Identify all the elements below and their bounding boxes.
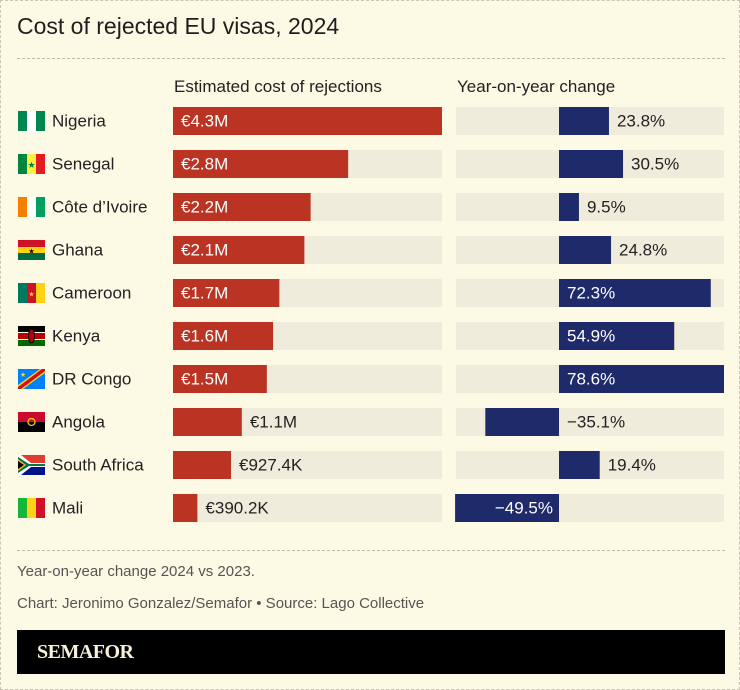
cost-bar xyxy=(173,451,232,479)
change-bar xyxy=(559,279,711,307)
cost-bar xyxy=(173,236,305,264)
change-bar xyxy=(455,494,559,522)
cost-value-label: €1.6M xyxy=(181,327,228,346)
change-bar xyxy=(485,408,559,436)
divider xyxy=(17,550,725,551)
svg-text:★: ★ xyxy=(28,248,34,256)
senegal-flag-icon: ★ xyxy=(18,154,45,174)
cost-bar xyxy=(173,408,242,436)
angola-flag-icon xyxy=(18,412,45,432)
logo-text: SEMAFOR xyxy=(37,641,134,663)
svg-text:★: ★ xyxy=(28,291,34,299)
footnote: Year-on-year change 2024 vs 2023. xyxy=(17,563,255,580)
change-bar xyxy=(559,150,624,178)
cost-value-label: €390.2K xyxy=(205,499,269,518)
change-bar xyxy=(559,365,724,393)
credit: Chart: Jeronimo Gonzalez/Semafor • Sourc… xyxy=(17,595,425,612)
south-africa-flag-icon xyxy=(18,455,45,475)
cost-value-label: €1.5M xyxy=(181,370,228,389)
svg-text:★: ★ xyxy=(27,160,35,170)
cost-value-label: €2.8M xyxy=(181,155,228,174)
cost-bar xyxy=(173,365,267,393)
change-value-label: 54.9% xyxy=(567,327,615,346)
change-value-label: −49.5% xyxy=(495,499,553,518)
svg-text:★: ★ xyxy=(20,371,26,379)
cost-value-label: €1.7M xyxy=(181,284,228,303)
country-label: Mali xyxy=(52,499,83,518)
cost-bar xyxy=(173,107,442,135)
nigeria-flag-icon xyxy=(18,111,45,131)
cost-value-label: €4.3M xyxy=(181,112,228,131)
change-bar xyxy=(559,322,675,350)
mali-flag-icon xyxy=(18,498,45,518)
change-header: Year-on-year change xyxy=(457,77,616,96)
change-bar xyxy=(559,451,600,479)
cost-value-label: €1.1M xyxy=(250,413,297,432)
country-label: DR Congo xyxy=(52,370,131,389)
cost-bar xyxy=(173,279,280,307)
cost-value-label: €2.2M xyxy=(181,198,228,217)
country-label: Angola xyxy=(52,413,105,432)
change-track xyxy=(456,193,724,221)
change-bar xyxy=(559,107,609,135)
cost-bar xyxy=(173,322,274,350)
cameroon-flag-icon: ★ xyxy=(18,283,45,303)
cote-divoire-flag-icon xyxy=(18,197,45,217)
change-bar xyxy=(559,236,612,264)
change-value-label: 9.5% xyxy=(587,198,626,217)
change-value-label: 30.5% xyxy=(631,155,679,174)
country-label: Côte d’Ivoire xyxy=(52,198,147,217)
change-value-label: 78.6% xyxy=(567,370,615,389)
divider xyxy=(17,58,725,59)
change-value-label: 19.4% xyxy=(608,456,656,475)
change-value-label: 23.8% xyxy=(617,112,665,131)
bar-chart: Nigeria €4.3M 23.8% ★ Senegal €2.8M 30.5% Côte … xyxy=(18,107,724,522)
cost-bar xyxy=(173,494,198,522)
country-label: Senegal xyxy=(52,155,114,174)
country-label: Nigeria xyxy=(52,112,106,131)
change-value-label: 72.3% xyxy=(567,284,615,303)
change-value-label: −35.1% xyxy=(567,413,625,432)
country-label: Ghana xyxy=(52,241,104,260)
cost-value-label: €927.4K xyxy=(239,456,303,475)
kenya-flag-icon xyxy=(18,326,45,346)
cost-bar xyxy=(173,193,311,221)
change-value-label: 24.8% xyxy=(619,241,667,260)
dr-congo-flag-icon: ★ xyxy=(18,369,45,389)
cost-bar xyxy=(173,150,349,178)
country-label: South Africa xyxy=(52,456,144,475)
country-label: Cameroon xyxy=(52,284,131,303)
change-bar xyxy=(559,193,579,221)
country-label: Kenya xyxy=(52,327,101,346)
cost-track xyxy=(173,494,442,522)
cost-header: Estimated cost of rejections xyxy=(174,77,382,96)
ghana-flag-icon: ★ xyxy=(18,240,45,260)
semafor-logo: SEMAFOR xyxy=(17,630,725,674)
cost-value-label: €2.1M xyxy=(181,241,228,260)
chart-title: Cost of rejected EU visas, 2024 xyxy=(17,13,340,39)
